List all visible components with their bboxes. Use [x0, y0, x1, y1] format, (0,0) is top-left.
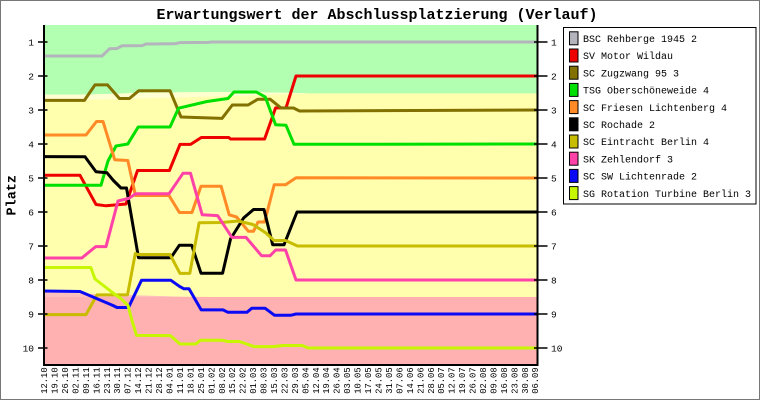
svg-text:31.05: 31.05 [385, 367, 395, 393]
svg-text:8: 8 [28, 276, 34, 287]
svg-text:6: 6 [28, 208, 34, 219]
svg-text:04.01: 04.01 [166, 367, 176, 393]
svg-text:29.03: 29.03 [291, 367, 301, 393]
svg-text:30.11: 30.11 [113, 367, 123, 393]
svg-text:03.05: 03.05 [343, 367, 353, 393]
svg-text:22.03: 22.03 [280, 367, 290, 393]
svg-text:11.01: 11.01 [176, 367, 186, 393]
svg-text:19.10: 19.10 [51, 367, 61, 393]
svg-text:16.08: 16.08 [500, 367, 510, 393]
svg-text:6: 6 [551, 208, 557, 219]
svg-text:4: 4 [551, 140, 557, 151]
svg-text:12.07: 12.07 [448, 367, 458, 393]
svg-text:28.06: 28.06 [427, 367, 437, 393]
svg-text:SC Zugzwang 95 3: SC Zugzwang 95 3 [583, 69, 679, 80]
svg-text:7: 7 [28, 242, 34, 253]
svg-text:1: 1 [28, 38, 34, 49]
svg-text:15.02: 15.02 [228, 367, 238, 393]
svg-text:02.08: 02.08 [479, 367, 489, 393]
svg-text:10.05: 10.05 [354, 367, 364, 393]
svg-text:26.07: 26.07 [469, 367, 479, 393]
svg-text:10: 10 [23, 344, 35, 355]
svg-text:05.07: 05.07 [437, 367, 447, 393]
svg-text:BSC Rehberge 1945 2: BSC Rehberge 1945 2 [583, 34, 697, 46]
svg-text:9: 9 [551, 310, 557, 321]
svg-text:8: 8 [551, 276, 557, 287]
svg-text:07.06: 07.06 [395, 367, 405, 393]
svg-text:06.09: 06.09 [531, 367, 541, 393]
svg-text:SC Rochade 2: SC Rochade 2 [583, 120, 655, 132]
svg-text:01.03: 01.03 [249, 367, 259, 393]
svg-text:22.02: 22.02 [239, 367, 249, 393]
svg-text:08.03: 08.03 [260, 367, 270, 393]
svg-text:19.04: 19.04 [322, 367, 332, 393]
svg-text:17.05: 17.05 [364, 367, 374, 393]
svg-text:28.12: 28.12 [155, 367, 165, 393]
svg-text:5: 5 [551, 174, 557, 185]
svg-text:2: 2 [551, 72, 557, 83]
svg-text:SC Eintracht Berlin 4: SC Eintracht Berlin 4 [583, 137, 709, 149]
svg-text:26.04: 26.04 [333, 367, 343, 393]
svg-text:08.02: 08.02 [218, 367, 228, 393]
svg-text:12.10: 12.10 [40, 367, 50, 393]
svg-text:SV Motor Wildau: SV Motor Wildau [583, 51, 673, 63]
svg-text:4: 4 [28, 140, 34, 151]
svg-text:7: 7 [551, 242, 557, 253]
svg-text:23.08: 23.08 [510, 367, 520, 393]
svg-text:SG Rotation Turbine Berlin 3: SG Rotation Turbine Berlin 3 [583, 189, 751, 201]
svg-text:15.03: 15.03 [270, 367, 280, 393]
svg-text:18.01: 18.01 [186, 367, 196, 393]
svg-text:05.04: 05.04 [301, 367, 311, 393]
svg-text:5: 5 [28, 174, 34, 185]
svg-text:09.11: 09.11 [82, 367, 92, 393]
svg-text:01.02: 01.02 [207, 367, 217, 393]
svg-text:2: 2 [28, 72, 34, 83]
svg-text:TSG Oberschöneweide 4: TSG Oberschöneweide 4 [583, 86, 709, 98]
svg-text:26.10: 26.10 [61, 367, 71, 393]
svg-text:SC SW Lichtenrade 2: SC SW Lichtenrade 2 [583, 172, 697, 184]
svg-text:9: 9 [28, 310, 34, 321]
svg-text:12.04: 12.04 [312, 367, 322, 393]
svg-text:19.07: 19.07 [458, 367, 468, 393]
svg-text:09.08: 09.08 [489, 367, 499, 393]
svg-text:02.11: 02.11 [71, 367, 81, 393]
svg-text:16.11: 16.11 [92, 367, 102, 393]
svg-text:Platz: Platz [6, 175, 21, 216]
svg-text:14.06: 14.06 [406, 367, 416, 393]
svg-text:23.11: 23.11 [103, 367, 113, 393]
svg-text:14.12: 14.12 [134, 367, 144, 393]
svg-text:SK Zehlendorf 3: SK Zehlendorf 3 [583, 154, 673, 166]
svg-text:Erwartungswert der Abschlusspl: Erwartungswert der Abschlussplatzierung … [156, 7, 597, 24]
svg-text:30.08: 30.08 [521, 367, 531, 393]
svg-text:24.05: 24.05 [375, 367, 385, 393]
svg-text:21.06: 21.06 [416, 367, 426, 393]
svg-text:07.12: 07.12 [124, 367, 134, 393]
svg-text:3: 3 [28, 106, 34, 117]
svg-text:3: 3 [551, 106, 557, 117]
svg-text:SC Friesen Lichtenberg 4: SC Friesen Lichtenberg 4 [583, 103, 727, 115]
svg-text:21.12: 21.12 [145, 367, 155, 393]
svg-text:1: 1 [551, 38, 557, 49]
svg-text:25.01: 25.01 [197, 367, 207, 393]
svg-text:10: 10 [551, 344, 563, 355]
